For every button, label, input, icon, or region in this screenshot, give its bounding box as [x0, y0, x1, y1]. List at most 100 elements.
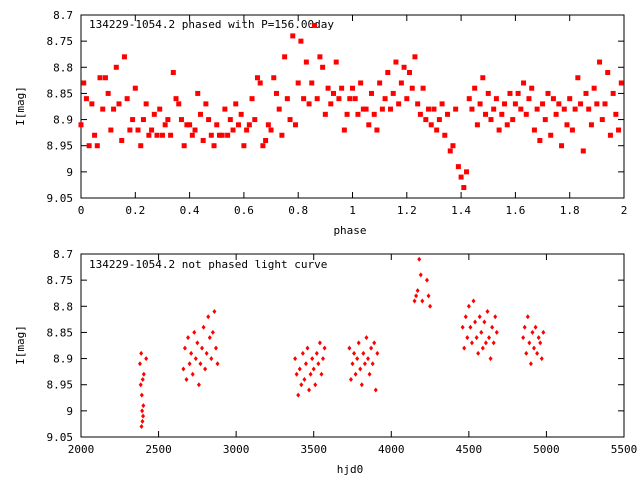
data-point: [138, 382, 143, 388]
data-point: [360, 106, 366, 112]
data-point: [303, 361, 308, 367]
data-point: [165, 117, 171, 123]
data-point: [235, 122, 241, 128]
data-point: [374, 127, 380, 133]
data-point: [426, 293, 431, 299]
data-point: [89, 101, 95, 107]
y-tick-label: 9: [66, 166, 73, 179]
data-point: [268, 127, 274, 133]
data-point: [479, 329, 484, 335]
data-point: [320, 64, 326, 70]
data-point: [341, 127, 347, 133]
x-tick-label: 0.4: [180, 204, 200, 217]
data-point: [141, 371, 146, 377]
data-point: [124, 96, 130, 102]
data-point: [424, 277, 429, 283]
data-point: [477, 314, 482, 320]
data-point: [151, 111, 157, 117]
y-tick-label: 8.95: [47, 379, 74, 392]
data-point: [525, 314, 530, 320]
data-point: [515, 90, 521, 96]
data-point: [485, 90, 491, 96]
y-tick-label: 9: [66, 405, 73, 418]
data-point: [472, 85, 478, 91]
y-tick-label: 8.95: [47, 140, 74, 153]
data-point: [428, 122, 434, 128]
data-point: [564, 122, 570, 128]
data-point: [521, 335, 526, 341]
data-point: [366, 122, 372, 128]
data-point: [512, 101, 518, 107]
data-point: [532, 345, 537, 351]
data-point: [193, 356, 198, 362]
x-tick-label: 4500: [456, 443, 483, 456]
data-point: [139, 392, 144, 398]
data-point: [244, 127, 250, 133]
data-point: [189, 132, 195, 138]
data-point: [474, 335, 479, 341]
data-point: [548, 132, 554, 138]
data-point: [542, 117, 548, 123]
data-point: [297, 366, 302, 372]
data-point: [462, 345, 467, 351]
data-point: [572, 106, 578, 112]
y-tick-label: 8.85: [47, 326, 74, 339]
x-tick-label: 2000: [68, 443, 95, 456]
data-point: [510, 117, 516, 123]
data-point: [613, 111, 619, 117]
data-point: [97, 75, 103, 81]
y-tick-label: 8.7: [53, 9, 73, 22]
data-point: [530, 329, 535, 335]
data-point: [182, 345, 187, 351]
data-point: [108, 127, 114, 133]
data-point: [139, 350, 144, 356]
data-point: [528, 361, 533, 367]
data-point: [537, 137, 543, 143]
data-point: [353, 371, 358, 377]
data-point: [398, 80, 404, 86]
data-point: [186, 335, 191, 341]
data-point: [168, 132, 174, 138]
data-point: [273, 90, 279, 96]
data-point: [488, 117, 494, 123]
data-point: [493, 314, 498, 320]
axis-ticks: 2000 2500 3000 3500 4000 4500 5000 5500 8.7 8.75 8…: [47, 248, 638, 456]
x-tick-label: 0.2: [125, 204, 145, 217]
data-point: [325, 85, 331, 91]
data-point: [458, 174, 464, 180]
data-point: [279, 132, 285, 138]
x-tick-label: 2: [621, 204, 628, 217]
data-point: [553, 111, 559, 117]
data-point: [257, 80, 263, 86]
data-point: [276, 106, 282, 112]
x-tick-label: 3500: [300, 443, 327, 456]
data-point: [310, 356, 315, 362]
data-point: [309, 80, 315, 86]
data-point: [260, 143, 266, 149]
data-point: [369, 90, 375, 96]
y-tick-label: 9.05: [47, 431, 74, 444]
data-point: [230, 127, 236, 133]
data-point: [417, 111, 423, 117]
data-point: [311, 366, 316, 372]
data-point: [296, 392, 301, 398]
data-point: [466, 96, 472, 102]
data-point: [305, 345, 310, 351]
data-point: [105, 90, 111, 96]
data-point: [396, 101, 402, 107]
data-point: [195, 90, 201, 96]
data-point: [265, 122, 271, 128]
data-point: [225, 132, 231, 138]
data-point: [507, 90, 513, 96]
data-point: [502, 101, 508, 107]
data-point: [254, 75, 260, 81]
data-point: [390, 90, 396, 96]
data-point: [311, 22, 317, 28]
plot-frame: [80, 253, 625, 438]
data-point: [203, 366, 208, 372]
y-axis-label: I[mag]: [14, 325, 27, 365]
data-point: [521, 80, 527, 86]
data-point: [184, 376, 189, 382]
data-point: [162, 122, 168, 128]
data-point: [215, 361, 220, 367]
